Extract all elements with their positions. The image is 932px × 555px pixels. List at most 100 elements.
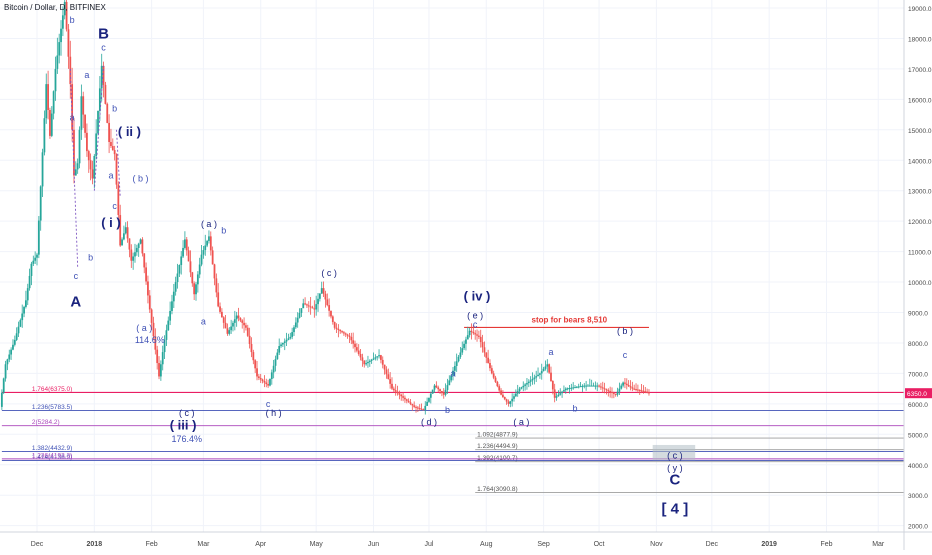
symbol-label: Bitcoin / Dollar, D, BITFINEX <box>4 3 106 12</box>
candle-body <box>37 220 40 255</box>
candle-body <box>400 394 403 397</box>
candle-body <box>187 250 190 262</box>
stop-line-label: stop for bears 8,510 <box>532 315 608 324</box>
candle-body <box>487 357 490 363</box>
candle-body <box>535 376 538 378</box>
candle-body <box>202 250 205 255</box>
candle-body <box>572 387 575 389</box>
candle-body <box>172 291 175 302</box>
candle-body <box>605 389 608 391</box>
candle-body <box>538 373 541 375</box>
x-tick-label: Apr <box>255 541 267 548</box>
wave-label: ( h ) <box>266 408 282 418</box>
candle-body <box>318 293 321 299</box>
wave-label: ( c ) <box>321 268 337 278</box>
candle-body <box>204 245 207 251</box>
candle-body <box>134 252 136 257</box>
candle-body <box>315 304 318 310</box>
candle-body <box>452 370 454 376</box>
candle-body <box>472 331 475 334</box>
y-tick-label: 3000.0 <box>908 493 928 500</box>
candle-body <box>128 238 131 250</box>
wave-line <box>69 68 79 267</box>
candle-body <box>392 388 395 391</box>
candle-body <box>376 356 379 358</box>
candle-body <box>49 110 51 136</box>
candle-body <box>257 376 260 378</box>
candle-body <box>531 378 534 381</box>
candle-body <box>150 309 153 323</box>
candle-body <box>108 122 111 142</box>
wave-label: b <box>221 225 226 235</box>
wave-label: b <box>445 405 450 415</box>
candle-body <box>624 382 626 384</box>
candle-body <box>130 249 133 261</box>
candle-body <box>461 348 464 353</box>
candle-body <box>167 320 170 331</box>
candle-body <box>328 305 331 311</box>
candle-body <box>629 386 632 388</box>
candle-body <box>413 405 416 407</box>
wave-label: c <box>623 350 628 360</box>
candle-body <box>446 385 449 390</box>
candle-body <box>625 383 628 385</box>
candle-body <box>43 118 46 153</box>
candle-body <box>206 240 208 246</box>
candle-body <box>418 408 421 410</box>
candle-body <box>121 239 123 246</box>
price-axis[interactable]: 2000.0 3000.0 4000.0 5000.0 6000.0 7000.0 8000… <box>903 0 932 550</box>
candle-body <box>542 368 545 372</box>
candle-body <box>235 315 238 320</box>
candle-body <box>6 359 9 365</box>
wave-label: a <box>548 347 553 357</box>
candle-body <box>411 403 414 406</box>
candle-body <box>2 378 5 393</box>
candle-body <box>368 360 371 362</box>
candle-body <box>648 392 650 394</box>
candle-body <box>352 340 355 344</box>
candle-body <box>250 343 253 353</box>
candle-body <box>276 352 279 360</box>
time-axis[interactable]: Dec 2018 Feb Mar Apr May Jun Jul Aug Sep Oct Nov Dec… <box>0 531 932 548</box>
candle-body <box>26 288 29 301</box>
candle-body <box>614 393 617 395</box>
wave-label: ( y ) <box>667 463 683 473</box>
candle-body <box>379 355 382 360</box>
candle-body <box>492 373 495 378</box>
candle-body <box>291 332 294 337</box>
wave-label: ( b ) <box>617 326 633 336</box>
candle-body <box>477 335 480 337</box>
candle-body <box>115 154 118 185</box>
candle-body <box>387 374 390 380</box>
candle-body <box>300 308 303 313</box>
candle-body <box>579 386 582 388</box>
wave-line <box>116 129 121 197</box>
candle-body <box>561 391 563 394</box>
candle-body <box>161 352 164 365</box>
candle-body <box>78 129 81 164</box>
candle-body <box>385 369 388 375</box>
y-tick-label: 7000.0 <box>908 371 928 378</box>
candle-body <box>306 304 308 306</box>
candle-body <box>8 354 11 360</box>
candle-body <box>174 282 177 292</box>
candle-body <box>550 372 552 382</box>
candle-body <box>564 388 567 391</box>
candle-body <box>10 349 13 355</box>
candle-body <box>596 385 599 387</box>
candle-body <box>444 389 447 395</box>
candle-body <box>335 327 338 329</box>
candle-body <box>89 160 92 170</box>
candle-body <box>405 399 408 401</box>
candle-body <box>58 42 61 56</box>
candle-body <box>507 401 510 404</box>
candle-body <box>381 359 384 365</box>
wave-label: b <box>573 403 578 413</box>
candle-body <box>56 55 59 69</box>
candle-body <box>222 317 225 323</box>
fib-level-label: 1.236(4494.9) <box>477 443 517 450</box>
wave-label: b <box>112 104 117 114</box>
candle-body <box>322 288 325 294</box>
candle-body <box>282 342 284 345</box>
